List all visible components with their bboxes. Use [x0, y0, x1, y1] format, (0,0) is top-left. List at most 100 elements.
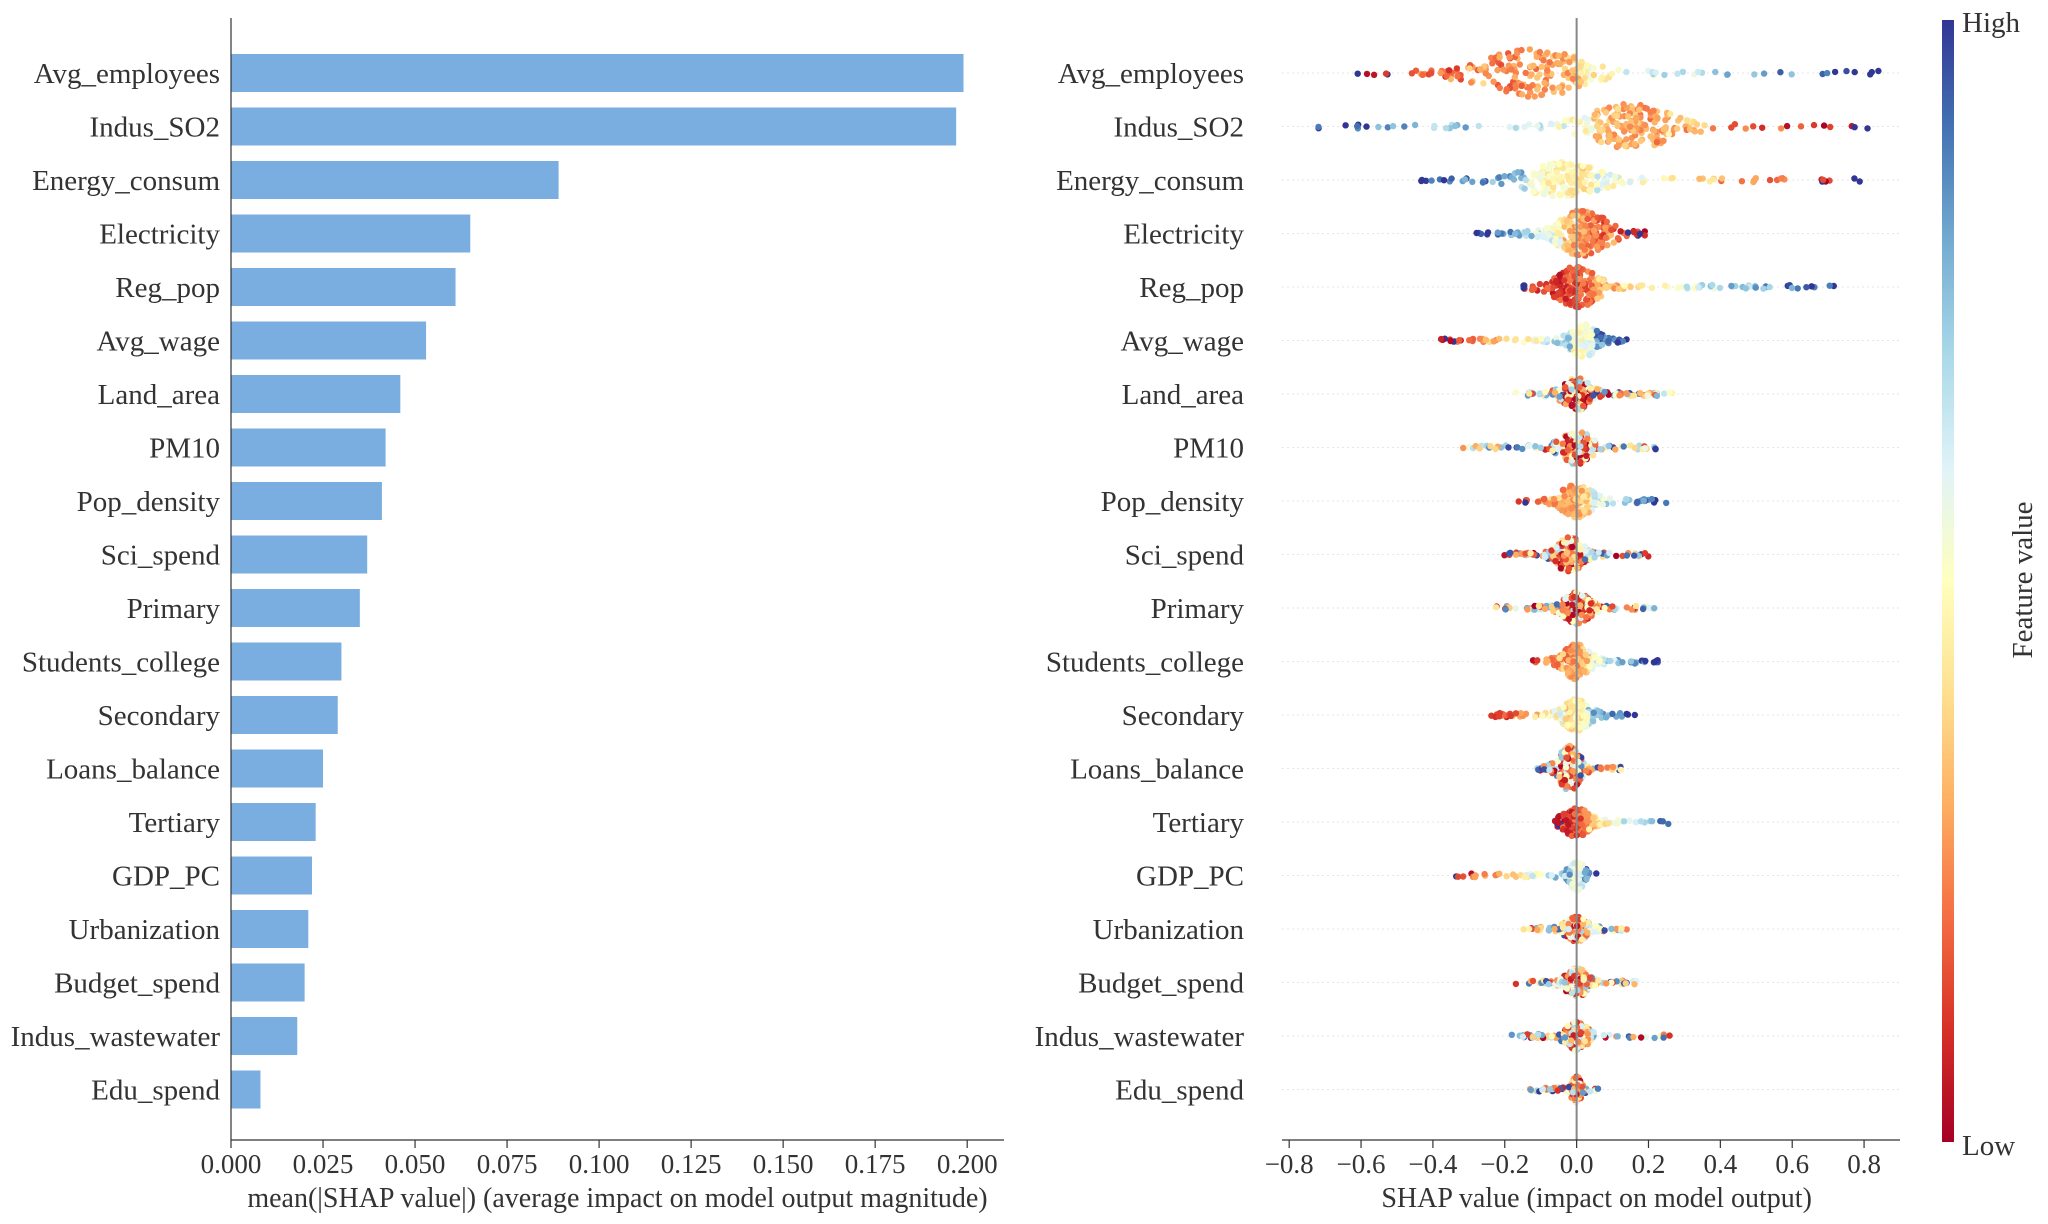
beeswarm-point — [1751, 71, 1758, 78]
bar-tertiary — [231, 803, 316, 841]
beeswarm-point — [1593, 606, 1600, 613]
beeswarm-point — [1614, 1033, 1621, 1040]
beeswarm-point — [1594, 386, 1601, 393]
beeswarm-point — [1492, 604, 1500, 611]
beeswarm-point — [1603, 980, 1610, 987]
beeswarm-point — [1638, 174, 1646, 181]
beeswarm-point — [1586, 607, 1593, 614]
beeswarm-point — [1520, 339, 1528, 346]
beeswarm-point — [1521, 874, 1529, 881]
beeswarm-point — [1418, 176, 1426, 184]
beeswarm-point — [1623, 68, 1630, 76]
beeswarm-point — [1623, 604, 1631, 611]
beeswarm-point — [1559, 607, 1566, 614]
beeswarm-point — [1576, 379, 1583, 386]
bar-label-energy_consum: Energy_consum — [32, 165, 220, 197]
beeswarm-point — [1614, 339, 1621, 346]
beeswarm-point — [1653, 139, 1661, 146]
beeswarm-point — [1609, 763, 1617, 771]
bar-urbanization — [231, 910, 309, 948]
bar-label-budget_spend: Budget_spend — [54, 968, 220, 1000]
beeswarm-point — [1560, 539, 1568, 546]
beeswarm-point — [1563, 217, 1570, 224]
beeswarm-point — [1661, 282, 1669, 289]
beeswarm-point — [1565, 821, 1572, 829]
beeswarm-point — [1558, 754, 1565, 761]
beeswarm-point — [1447, 337, 1454, 345]
beeswarm-point — [1701, 122, 1708, 129]
beeswarm-point — [1522, 550, 1529, 557]
beeswarm-point — [1579, 402, 1587, 410]
beeswarm-point — [1642, 1033, 1650, 1041]
beeswarm-point — [1615, 142, 1622, 149]
beeswarm-point — [1610, 239, 1618, 246]
beeswarm-point — [1627, 283, 1634, 291]
beeswarm-point — [1569, 401, 1576, 409]
beeswarm-point — [1606, 495, 1614, 502]
beeswarm-point — [1587, 385, 1594, 392]
colorbar-low-label: Low — [1962, 1130, 2015, 1162]
beeswarm-point — [1533, 171, 1541, 178]
beeswarm-point — [1549, 192, 1556, 200]
beeswarm-point — [1623, 710, 1630, 718]
beeswarm-point — [1593, 122, 1601, 130]
beeswarm-point — [1579, 831, 1587, 839]
beeswarm-point — [1437, 335, 1445, 343]
bar-primary — [231, 589, 360, 627]
beeswarm-point — [1489, 178, 1496, 186]
beeswarm-point — [1594, 186, 1601, 194]
beeswarm-point — [1637, 1034, 1645, 1041]
beeswarm-point — [1554, 229, 1562, 237]
beeswarm-point — [1686, 125, 1694, 133]
bar-label-primary: Primary — [127, 593, 221, 625]
beeswarm-point — [1528, 286, 1536, 294]
beeswarm-point — [1539, 1085, 1547, 1093]
beeswarm-point — [1788, 71, 1795, 78]
beeswarm-point — [1611, 173, 1619, 180]
beeswarm-point — [1604, 242, 1611, 249]
beeswarm-point — [1594, 173, 1601, 180]
beeswarm-point — [1538, 91, 1545, 99]
beeswarm-point — [1578, 324, 1585, 331]
beeswarm-point — [1619, 659, 1626, 666]
beeswarm-point — [1580, 228, 1588, 235]
beeswarm-point — [1477, 66, 1484, 73]
beeswarm-point — [1614, 235, 1622, 242]
beeswarm-point — [1666, 1032, 1673, 1039]
bar-label-pop_density: Pop_density — [77, 486, 221, 518]
beeswarm-point — [1451, 122, 1459, 130]
bar-avg_employees — [231, 54, 964, 92]
beeswarm-point — [1552, 277, 1560, 285]
bar-x-tick-label: 0.050 — [385, 1149, 446, 1179]
beeswarm-point — [1674, 284, 1681, 292]
beeswarm-point — [1506, 54, 1513, 61]
beeswarm-point — [1641, 445, 1649, 452]
beeswarm-point — [1569, 601, 1576, 608]
beeswarm-point — [1644, 392, 1651, 399]
beeswarm-point — [1566, 58, 1573, 65]
beeswarm-point — [1566, 300, 1573, 307]
beeswarm-point — [1527, 1086, 1535, 1094]
bar-x-tick-label: 0.075 — [477, 1149, 538, 1179]
beeswarm-point — [1557, 238, 1564, 246]
beeswarm-point — [1632, 819, 1640, 826]
beeswarm-point — [1528, 232, 1535, 240]
bar-label-sci_spend: Sci_spend — [101, 540, 221, 572]
beeswarm-point — [1851, 124, 1858, 131]
beeswarm-point — [1624, 229, 1632, 236]
beeswarm-point — [1591, 499, 1598, 506]
beeswarm-point — [1506, 123, 1513, 131]
beeswarm-point — [1641, 550, 1649, 557]
beeswarm-point — [1637, 818, 1645, 825]
beeswarm-label-budget_spend: Budget_spend — [1078, 968, 1244, 1000]
beeswarm-point — [1568, 505, 1575, 512]
beeswarm-point — [1587, 974, 1594, 981]
beeswarm-point — [1653, 392, 1661, 399]
beeswarm-point — [1507, 712, 1515, 720]
beeswarm-point — [1564, 446, 1572, 454]
beeswarm-point — [1534, 233, 1541, 240]
beeswarm-point — [1843, 67, 1850, 75]
beeswarm-point — [1540, 57, 1547, 64]
beeswarm-point — [1526, 390, 1533, 397]
beeswarm-point — [1766, 176, 1774, 184]
